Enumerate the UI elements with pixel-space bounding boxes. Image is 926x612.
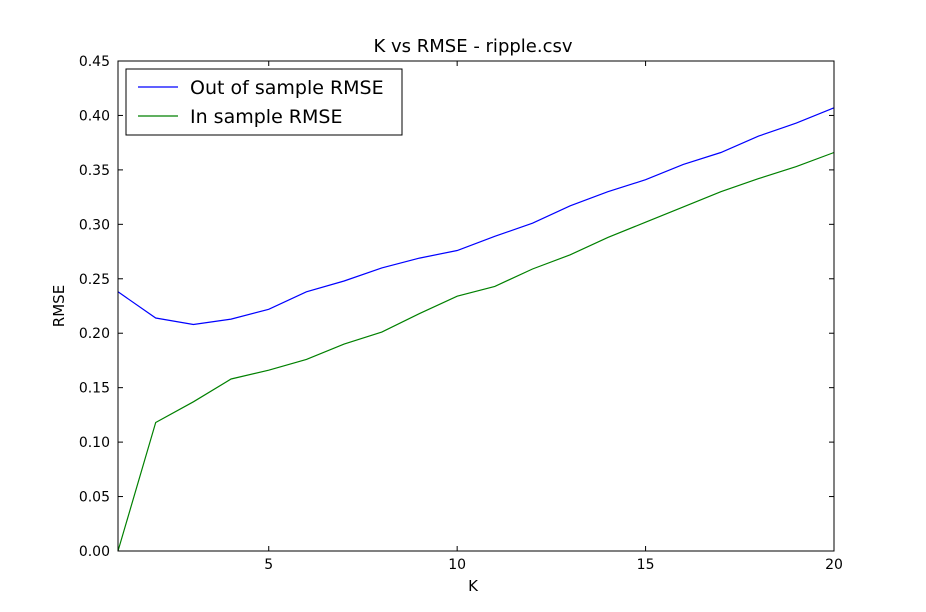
y-tick-label: 0.15 [79, 381, 110, 397]
legend-label: In sample RMSE [190, 106, 342, 128]
x-tick-label: 20 [825, 557, 843, 573]
y-tick-label: 0.20 [79, 326, 110, 342]
y-tick-label: 0.45 [79, 54, 110, 70]
y-axis-label: RMSE [50, 285, 68, 327]
legend-label: Out of sample RMSE [190, 77, 384, 99]
plot-frame [117, 60, 835, 552]
y-tick-label: 0.25 [79, 272, 110, 288]
y-tick-label: 0.35 [79, 163, 110, 179]
y-tick-label: 0.00 [79, 544, 110, 560]
x-tick-label: 10 [448, 557, 466, 573]
series-line-out-of-sample-rmse [117, 107, 835, 326]
y-tick-label: 0.30 [79, 217, 110, 233]
x-tick-label: 15 [637, 557, 655, 573]
y-tick-label: 0.10 [79, 435, 110, 451]
x-axis-label: K [468, 577, 479, 595]
chart-title: K vs RMSE - ripple.csv [373, 36, 572, 57]
series-line-in-sample-rmse [117, 151, 835, 552]
legend-box [125, 68, 403, 136]
x-tick-label: 5 [264, 557, 273, 573]
y-tick-label: 0.40 [79, 108, 110, 124]
y-tick-label: 0.05 [79, 490, 110, 506]
